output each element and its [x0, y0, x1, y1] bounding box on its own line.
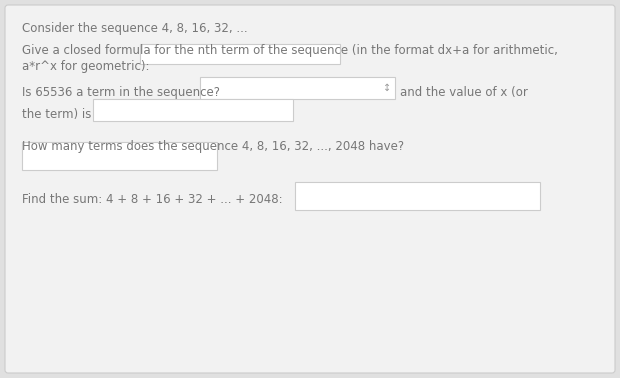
- Text: How many terms does the sequence 4, 8, 16, 32, ..., 2048 have?: How many terms does the sequence 4, 8, 1…: [22, 140, 404, 153]
- FancyBboxPatch shape: [22, 142, 217, 170]
- FancyBboxPatch shape: [200, 77, 395, 99]
- Text: a*r^x for geometric):: a*r^x for geometric):: [22, 60, 149, 73]
- Text: Give a closed formula for the nth term of the sequence (in the format dx+a for a: Give a closed formula for the nth term o…: [22, 44, 558, 57]
- FancyBboxPatch shape: [140, 44, 340, 64]
- Text: Find the sum: 4 + 8 + 16 + 32 + ... + 2048:: Find the sum: 4 + 8 + 16 + 32 + ... + 20…: [22, 193, 283, 206]
- Text: Consider the sequence 4, 8, 16, 32, ...: Consider the sequence 4, 8, 16, 32, ...: [22, 22, 247, 35]
- Text: ↕: ↕: [383, 83, 391, 93]
- FancyBboxPatch shape: [295, 182, 540, 210]
- Text: Is 65536 a term in the sequence?: Is 65536 a term in the sequence?: [22, 86, 220, 99]
- Text: and the value of x (or: and the value of x (or: [400, 86, 528, 99]
- FancyBboxPatch shape: [5, 5, 615, 373]
- Text: the term) is: the term) is: [22, 108, 91, 121]
- FancyBboxPatch shape: [93, 99, 293, 121]
